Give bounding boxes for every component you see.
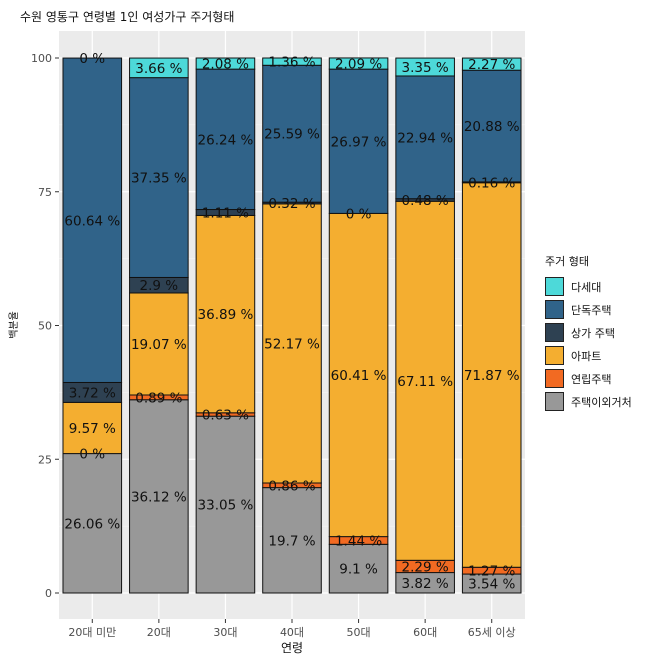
bar-segment	[395, 57, 455, 77]
data-label: 1.27 %	[468, 564, 515, 580]
legend-label: 단독주택	[571, 303, 612, 317]
data-label: 3.82 %	[402, 576, 449, 592]
legend-key	[545, 392, 564, 411]
legend-item: 연립주택	[545, 367, 632, 390]
data-label: 9.57 %	[69, 421, 116, 437]
data-label: 0 %	[79, 51, 105, 67]
x-tick-label: 20대	[147, 626, 171, 639]
bar-segment	[62, 57, 123, 383]
data-label: 26.24 %	[198, 132, 254, 148]
x-tick-label: 65세 이상	[468, 626, 516, 639]
bar-segment	[195, 57, 256, 70]
data-label: 26.06 %	[64, 516, 120, 532]
data-label: 2.9 %	[140, 278, 179, 294]
y-axis-title: 백분율	[8, 311, 20, 339]
data-label: 22.94 %	[397, 130, 453, 146]
legend-label: 주택이외거처	[571, 395, 632, 409]
legend-key	[545, 300, 564, 319]
data-label: 37.35 %	[131, 171, 187, 187]
data-label: 0.89 %	[135, 390, 182, 406]
data-label: 0.86 %	[268, 478, 315, 494]
data-label: 60.41 %	[331, 368, 387, 384]
bar-segment	[328, 57, 389, 70]
data-label: 2.29 %	[402, 559, 449, 575]
legend-item: 아파트	[545, 344, 632, 367]
y-tick-label: 50	[38, 320, 52, 333]
data-label: 3.54 %	[468, 577, 515, 593]
y-tick-label: 0	[45, 587, 52, 600]
bar-segment	[395, 75, 455, 200]
data-label: 26.97 %	[331, 134, 387, 150]
x-axis-title: 연령	[281, 641, 303, 655]
data-label: 0 %	[346, 206, 372, 222]
data-label: 33.05 %	[198, 498, 254, 514]
legend-label: 상가 주택	[571, 326, 615, 340]
legend-label: 아파트	[571, 349, 602, 363]
legend-label: 다세대	[571, 280, 602, 294]
data-label: 1.11 %	[202, 205, 249, 221]
y-tick-label: 75	[38, 186, 52, 199]
legend-label: 연립주택	[571, 372, 612, 386]
data-label: 3.35 %	[402, 60, 449, 76]
data-label: 60.64 %	[64, 213, 120, 229]
data-label: 2.09 %	[335, 57, 382, 73]
x-tick-label: 30대	[213, 626, 237, 639]
bar-segment	[129, 399, 189, 594]
bar-segment	[328, 212, 389, 538]
x-tick-label: 20대 미만	[68, 626, 116, 639]
bar-segment	[262, 203, 322, 484]
data-label: 0.16 %	[468, 175, 515, 191]
legend-key	[545, 369, 564, 388]
bar-segment	[195, 214, 256, 414]
legend-key	[545, 277, 564, 296]
legend-item: 다세대	[545, 275, 632, 298]
y-tick-label: 100	[31, 52, 52, 65]
data-label: 36.89 %	[198, 307, 254, 323]
bar-segment	[395, 200, 455, 561]
data-label: 0.32 %	[268, 196, 315, 212]
data-label: 19.07 %	[131, 337, 187, 353]
bar-segment	[328, 68, 389, 214]
legend-item: 주택이외거처	[545, 390, 632, 413]
bar-segment	[262, 64, 322, 203]
bar-segment	[461, 182, 522, 568]
data-label: 1.36 %	[268, 55, 315, 71]
x-tick-label: 60대	[413, 626, 437, 639]
bar-segment	[262, 57, 322, 66]
legend-key	[545, 323, 564, 342]
data-label: 19.7 %	[268, 533, 315, 549]
data-label: 36.12 %	[131, 489, 187, 505]
data-label: 71.87 %	[464, 368, 520, 384]
chart-title: 수원 영통구 연령별 1인 여성가구 주거형태	[20, 10, 235, 24]
data-label: 9.1 %	[339, 562, 378, 578]
data-label: 3.72 %	[69, 385, 116, 401]
data-label: 1.44 %	[335, 533, 382, 549]
bar-segment	[461, 69, 522, 183]
y-tick-label: 25	[38, 453, 52, 466]
data-label: 2.08 %	[202, 57, 249, 73]
bar-segment	[195, 68, 256, 211]
data-label: 2.27 %	[468, 57, 515, 73]
data-label: 0.48 %	[402, 193, 449, 209]
bar-segment	[195, 415, 256, 594]
legend-item: 단독주택	[545, 298, 632, 321]
data-label: 0 %	[79, 447, 105, 463]
data-label: 20.88 %	[464, 119, 520, 135]
bar-segment	[129, 57, 189, 79]
legend-item: 상가 주택	[545, 321, 632, 344]
x-tick-label: 50대	[347, 626, 371, 639]
data-label: 0.63 %	[202, 407, 249, 423]
x-tick-label: 40대	[280, 626, 304, 639]
legend-key	[545, 346, 564, 365]
data-label: 25.59 %	[264, 127, 320, 143]
legend-title: 주거 형태	[545, 255, 589, 268]
bar-segment	[129, 77, 189, 278]
data-label: 3.66 %	[135, 61, 182, 77]
data-label: 52.17 %	[264, 336, 320, 352]
data-label: 67.11 %	[397, 374, 453, 390]
bar-segment	[461, 57, 522, 71]
